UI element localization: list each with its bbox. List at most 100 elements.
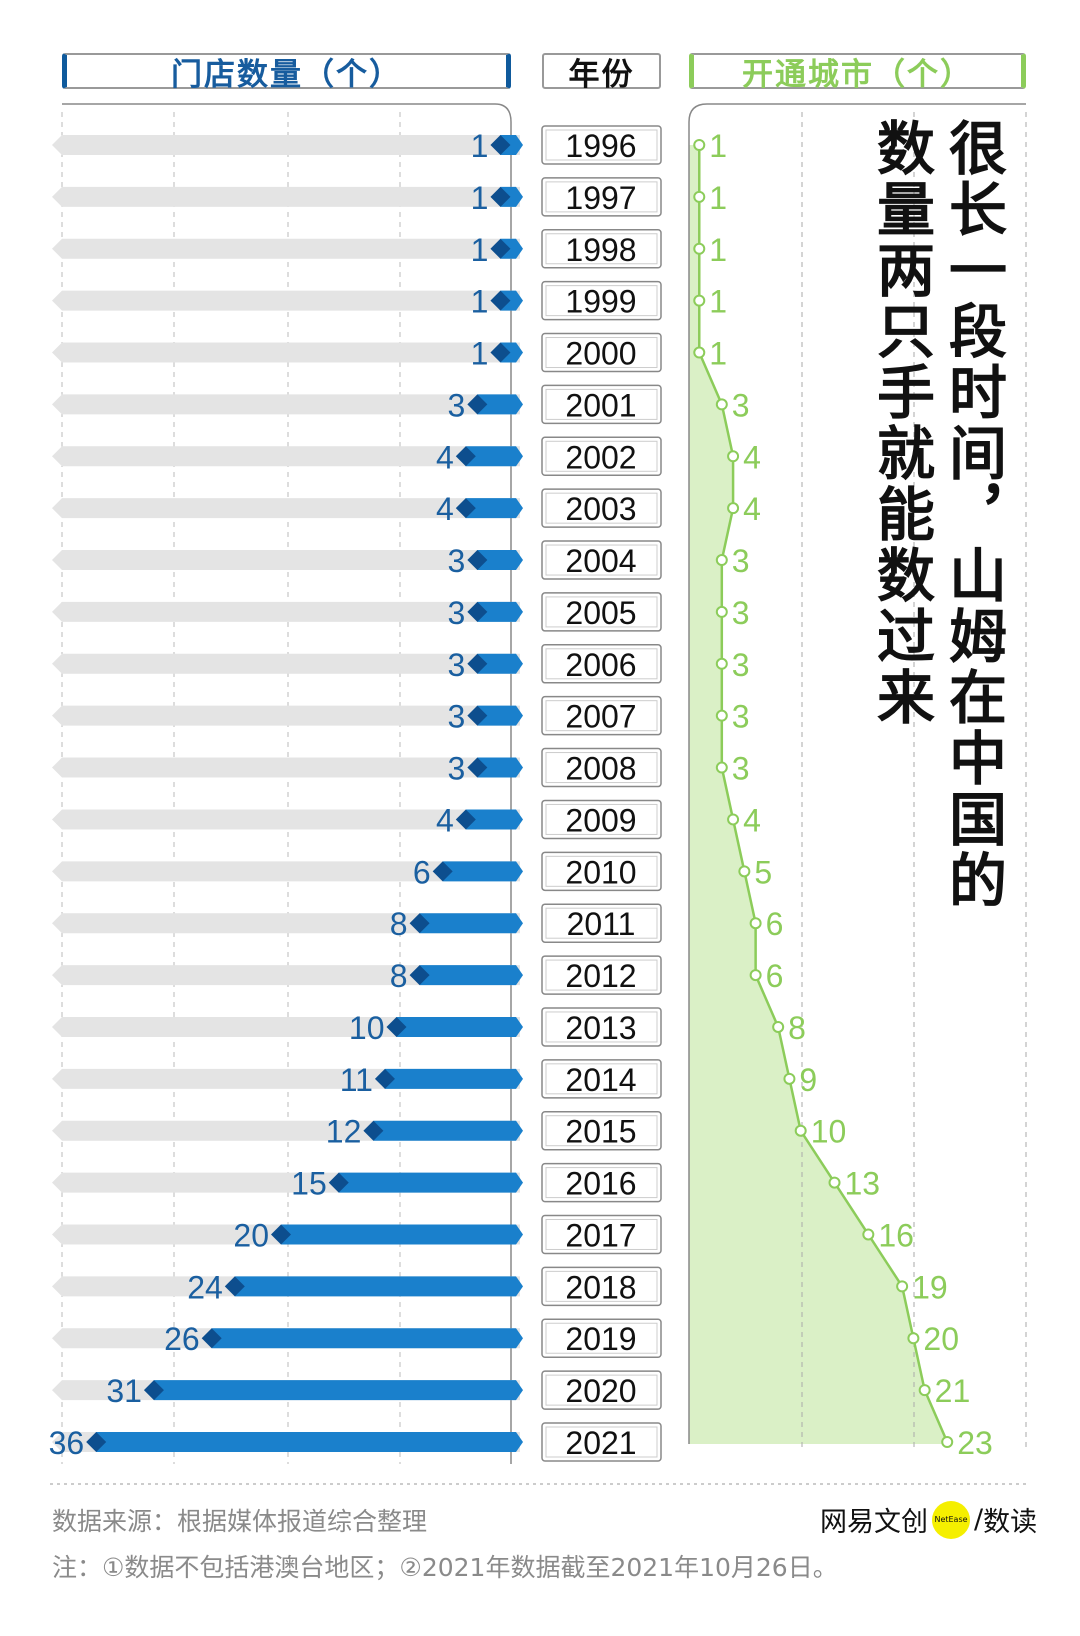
year-box <box>541 229 662 269</box>
year-box-inner <box>545 596 658 628</box>
bar-track <box>52 186 520 207</box>
year-box <box>541 332 662 373</box>
store-value-label: 4 <box>436 802 454 838</box>
store-bar <box>234 1276 524 1297</box>
city-point <box>896 1280 909 1293</box>
store-bar-diamond <box>490 135 511 155</box>
store-bar <box>477 550 523 571</box>
store-bar <box>500 186 523 207</box>
city-point <box>715 398 728 411</box>
city-value-label: 13 <box>845 1166 881 1202</box>
year-box-inner <box>545 492 658 524</box>
city-value-label: 16 <box>878 1217 914 1253</box>
store-value-label: 11 <box>340 1062 373 1098</box>
year-box-inner <box>545 1115 658 1147</box>
city-point <box>907 1332 920 1345</box>
year-label: 1999 <box>565 284 636 320</box>
store-bar <box>396 1016 523 1037</box>
bar-track <box>52 290 520 311</box>
store-value-label: 36 <box>49 1425 85 1461</box>
city-value-label: 4 <box>743 802 761 838</box>
year-box <box>541 1422 662 1462</box>
year-box <box>541 488 662 528</box>
year-label: 2006 <box>565 647 636 683</box>
year-box <box>541 799 662 840</box>
year-label: 2003 <box>565 491 636 527</box>
year-label: 2009 <box>565 802 636 838</box>
store-bar-diamond <box>455 446 476 467</box>
city-value-label: 3 <box>732 751 750 787</box>
year-label: 2018 <box>565 1269 636 1305</box>
store-bar <box>500 238 523 259</box>
city-point <box>727 450 740 463</box>
city-value-label: 6 <box>766 906 784 942</box>
store-bar-diamond <box>363 1120 384 1141</box>
year-label: 2002 <box>565 439 636 475</box>
store-bar <box>419 965 523 986</box>
chart-title-line2: 数量两只手就能数过来 <box>867 118 935 728</box>
store-bar-diamond <box>271 1224 291 1245</box>
bar-track <box>52 601 520 622</box>
store-bar <box>477 601 523 622</box>
city-point <box>862 1228 875 1241</box>
year-box-inner <box>545 1426 658 1458</box>
source-text: 数据来源：根据媒体报道综合整理 <box>52 1507 428 1536</box>
year-label: 2015 <box>565 1114 636 1150</box>
store-value-label: 3 <box>448 595 466 631</box>
year-box-inner <box>545 1011 658 1043</box>
store-bar-diamond <box>467 705 488 726</box>
store-bar <box>419 913 523 934</box>
year-box-inner <box>545 855 658 887</box>
year-box-inner <box>545 1374 658 1406</box>
year-label: 2019 <box>565 1321 636 1357</box>
year-box-inner <box>545 907 658 939</box>
city-point <box>715 761 728 774</box>
store-value-label: 31 <box>106 1373 142 1409</box>
city-point <box>828 1176 841 1189</box>
city-value-label: 1 <box>709 128 727 164</box>
year-box <box>541 1110 662 1151</box>
year-label: 2007 <box>565 699 636 735</box>
city-point <box>693 346 706 359</box>
city-point <box>727 502 740 515</box>
year-box-inner <box>545 1063 658 1095</box>
store-bar-diamond <box>467 550 488 571</box>
year-label: 2008 <box>565 751 636 787</box>
year-box <box>541 280 662 321</box>
stores-panel-frame <box>62 103 512 1464</box>
city-point <box>941 1436 954 1448</box>
cities-panel-frame <box>688 103 1026 1444</box>
store-bar-diamond <box>143 1380 164 1401</box>
year-box <box>541 1266 662 1307</box>
store-bar-diamond <box>224 1276 245 1297</box>
store-bar-diamond <box>467 394 488 415</box>
store-value-label: 3 <box>448 387 466 423</box>
store-bar <box>477 757 523 778</box>
year-box-inner <box>545 1218 658 1250</box>
city-value-label: 4 <box>743 491 761 527</box>
note-text: 注：①数据不包括港澳台地区；②2021年数据截至2021年10月26日。 <box>52 1553 838 1582</box>
year-box-inner <box>545 337 658 369</box>
store-value-label: 8 <box>390 958 408 994</box>
city-value-label: 20 <box>923 1321 959 1357</box>
store-value-label: 4 <box>436 439 454 475</box>
year-box <box>541 903 662 943</box>
city-point <box>794 1124 807 1137</box>
city-value-label: 3 <box>732 647 750 683</box>
city-value-label: 3 <box>732 387 750 423</box>
city-value-label: 3 <box>732 595 750 631</box>
city-point <box>715 657 728 670</box>
year-label: 2016 <box>565 1166 636 1202</box>
store-bar-diamond <box>455 809 476 830</box>
chart-title-line1: 很长一段时间，山姆在中国的 <box>939 118 1007 911</box>
store-value-label: 1 <box>471 284 489 320</box>
logo: 网易文创 NetEase / 数读 <box>820 1500 1037 1539</box>
store-bar-diamond <box>201 1328 222 1349</box>
year-label: 2005 <box>565 595 636 631</box>
store-value-label: 10 <box>349 1010 385 1046</box>
year-box-inner <box>545 1167 658 1199</box>
year-box-inner <box>545 388 658 420</box>
year-box-inner <box>545 752 658 784</box>
year-box <box>541 540 662 580</box>
city-value-label: 23 <box>957 1425 993 1461</box>
